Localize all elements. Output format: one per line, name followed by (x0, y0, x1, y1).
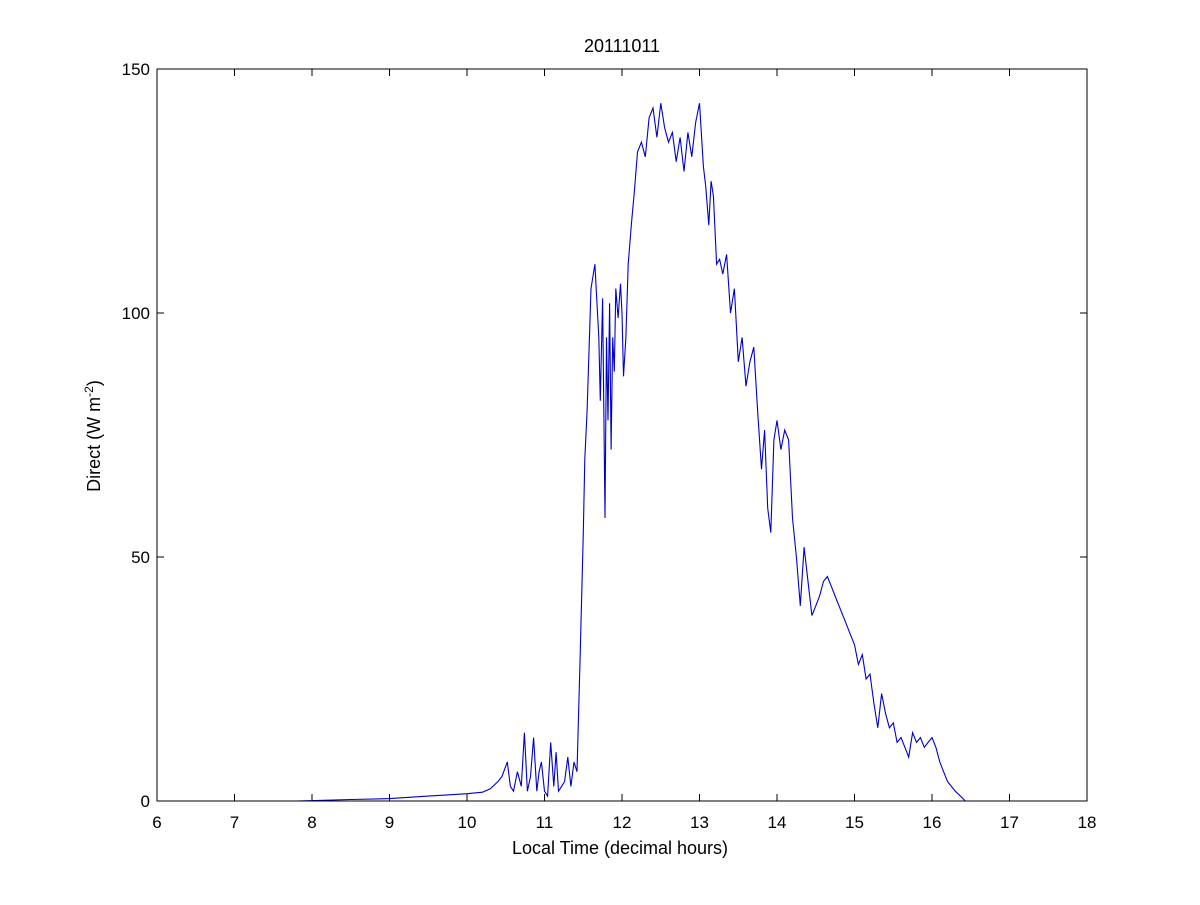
axis-tick-labels: 6 7 8 9 10 11 12 13 14 15 16 17 18 0 50 100 150 (122, 60, 1097, 832)
x-tick-label: 16 (923, 813, 942, 832)
series-line (188, 103, 966, 802)
y-tick-label: 100 (122, 304, 150, 323)
plot-area (157, 69, 1087, 801)
x-tick-label: 9 (385, 813, 394, 832)
x-tick-label: 10 (458, 813, 477, 832)
x-tick-label: 6 (152, 813, 161, 832)
y-axis-label-superscript: -2 (82, 386, 96, 397)
x-tick-label: 8 (307, 813, 316, 832)
x-tick-label: 15 (845, 813, 864, 832)
y-tick-label: 150 (122, 60, 150, 79)
y-axis-label: Direct (W m-2) (82, 380, 104, 492)
x-tick-label: 18 (1078, 813, 1097, 832)
x-tick-label: 14 (768, 813, 787, 832)
x-tick-label: 11 (536, 813, 554, 832)
chart-title: 20111011 (584, 36, 660, 56)
y-tick-label: 50 (131, 548, 150, 567)
x-tick-label: 12 (613, 813, 632, 832)
x-tick-label: 7 (230, 813, 239, 832)
y-axis-label-close: ) (84, 380, 104, 386)
x-tick-label: 13 (690, 813, 709, 832)
plot-frame (156, 68, 1088, 802)
x-axis-label: Local Time (decimal hours) (512, 838, 728, 858)
y-axis-label-main: Direct (W m (84, 397, 104, 492)
y-tick-label: 0 (141, 792, 150, 811)
x-tick-label: 17 (1000, 813, 1019, 832)
